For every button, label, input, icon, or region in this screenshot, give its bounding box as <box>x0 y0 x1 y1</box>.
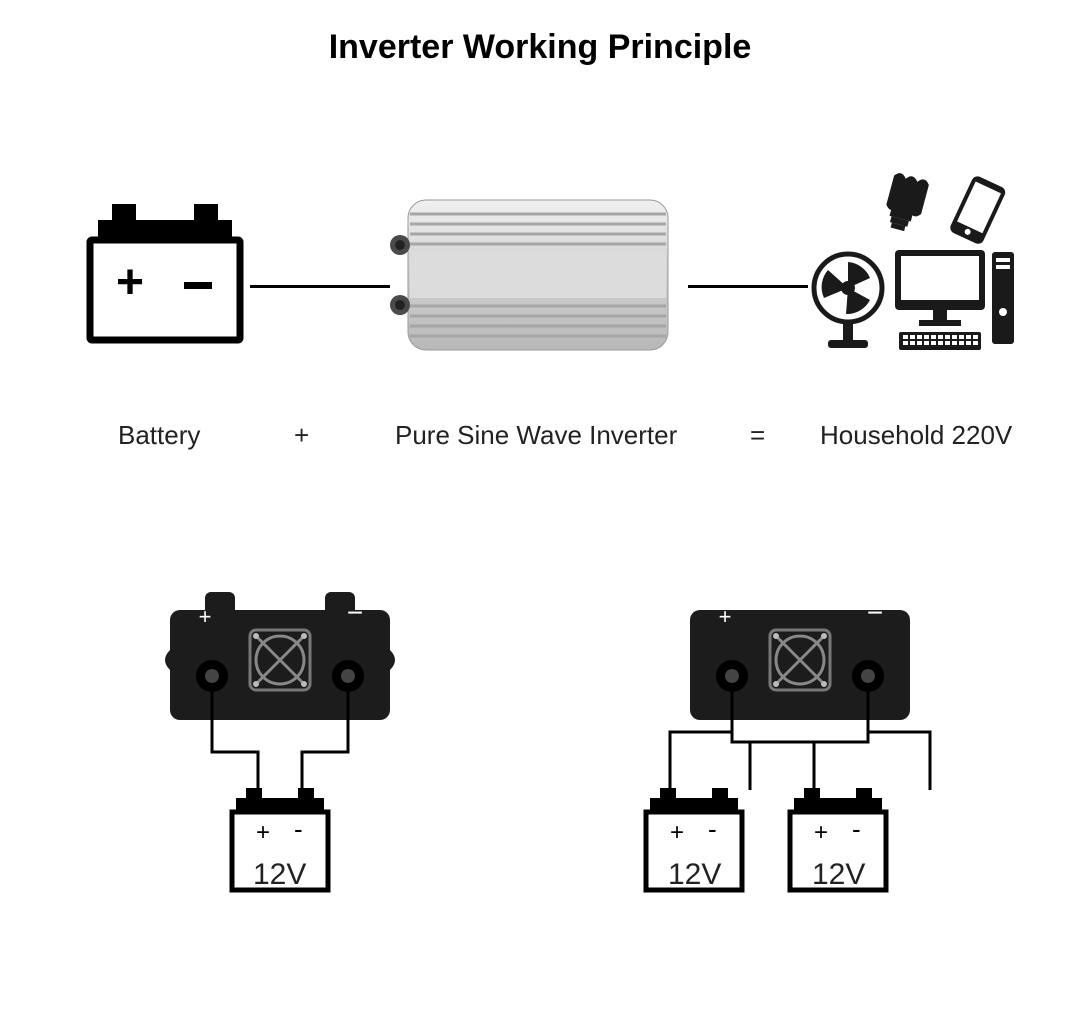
voltage-label-right-2: 12V <box>812 858 865 892</box>
equation-labels-row: Battery + Pure Sine Wave Inverter = Hous… <box>0 420 1080 460</box>
svg-text:-: - <box>852 814 861 844</box>
wiring-section: + − + - 12V <box>0 580 1080 1000</box>
battery-icon: + <box>80 190 250 360</box>
page-title: Inverter Working Principle <box>0 28 1080 67</box>
wiring-dual-battery: + − + - + - <box>610 580 990 960</box>
household-devices-icon <box>810 170 1030 370</box>
plus-symbol: + <box>294 420 309 451</box>
svg-text:+: + <box>199 604 212 629</box>
equals-symbol: = <box>750 420 765 451</box>
wiring-single-battery: + − + - <box>150 580 450 960</box>
inverter-icon <box>388 190 688 360</box>
svg-text:+: + <box>256 819 270 846</box>
output-label: Household 220V <box>820 420 1012 451</box>
inverter-label: Pure Sine Wave Inverter <box>395 420 677 451</box>
svg-text:−: − <box>867 597 883 628</box>
wire-inverter-to-devices <box>688 285 808 288</box>
svg-text:+: + <box>719 604 732 629</box>
equation-icons-row: + <box>0 190 1080 390</box>
wire-battery-to-inverter <box>250 285 390 288</box>
voltage-label-left: 12V <box>253 858 306 892</box>
svg-text:+: + <box>670 819 684 846</box>
voltage-label-right-1: 12V <box>668 858 721 892</box>
svg-text:-: - <box>708 814 717 844</box>
svg-text:-: - <box>294 814 303 844</box>
battery-label: Battery <box>118 420 200 451</box>
svg-text:+: + <box>814 819 828 846</box>
svg-text:−: − <box>347 597 363 628</box>
svg-text:+: + <box>116 256 144 309</box>
